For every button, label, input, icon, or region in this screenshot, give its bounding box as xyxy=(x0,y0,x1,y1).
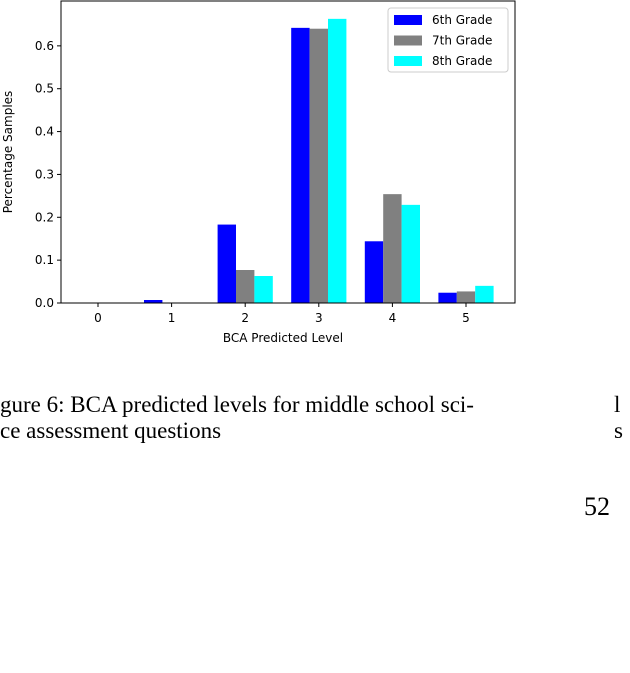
legend-label-6th-grade: 6th Grade xyxy=(432,13,492,27)
y-tick-label: 0.0 xyxy=(35,296,54,310)
y-tick-label: 0.1 xyxy=(35,253,54,267)
chart-legend: 6th Grade 7th Grade 8th Grade xyxy=(387,7,509,73)
bar-6th-grade-level-5 xyxy=(438,292,457,303)
y-axis-label: Percentage Samples xyxy=(1,91,15,214)
x-tick-label: 4 xyxy=(389,311,397,325)
bar-8th-grade-level-4 xyxy=(401,204,420,303)
bar-chart: 0.0 0.1 0.2 0.3 0.4 0.5 0.6 0 1 2 3 4 5 BCA Predict… xyxy=(1,0,516,345)
bar-6th-grade-level-1 xyxy=(144,300,163,303)
adjacent-text-line-1: l xyxy=(614,392,621,417)
legend-swatch-6th-grade xyxy=(394,15,422,25)
y-tick-label: 0.6 xyxy=(35,39,54,53)
legend-label-7th-grade: 7th Grade xyxy=(432,34,492,48)
x-tick-label: 1 xyxy=(168,311,176,325)
caption-line-2: ce assessment questions xyxy=(0,418,222,443)
bar-6th-grade-level-3 xyxy=(291,27,310,303)
y-tick-label: 0.2 xyxy=(35,210,54,224)
bar-6th-grade-level-4 xyxy=(364,241,384,303)
bar-7th-grade-level-5 xyxy=(456,291,476,303)
x-axis-label: BCA Predicted Level xyxy=(223,331,343,345)
y-axis-ticks: 0.0 0.1 0.2 0.3 0.4 0.5 0.6 xyxy=(35,39,61,310)
bar-8th-grade-level-3 xyxy=(328,18,347,303)
x-tick-label: 3 xyxy=(315,311,323,325)
x-tick-label: 5 xyxy=(462,311,470,325)
x-axis-ticks: 0 1 2 3 4 5 xyxy=(94,303,470,325)
legend-label-8th-grade: 8th Grade xyxy=(432,54,492,68)
adjacent-column-text: l s xyxy=(614,392,623,444)
chart-bars xyxy=(144,18,494,303)
legend-swatch-7th-grade xyxy=(394,35,422,46)
y-tick-label: 0.5 xyxy=(35,82,54,96)
bar-8th-grade-level-5 xyxy=(475,285,494,303)
bar-7th-grade-level-4 xyxy=(383,194,402,303)
caption-line-1: gure 6: BCA predicted levels for middle … xyxy=(0,392,474,417)
y-tick-label: 0.3 xyxy=(35,167,54,181)
bar-8th-grade-level-2 xyxy=(254,276,273,303)
figure-caption: gure 6: BCA predicted levels for middle … xyxy=(0,392,474,444)
bar-6th-grade-level-2 xyxy=(217,224,236,303)
bar-7th-grade-level-2 xyxy=(236,270,255,303)
y-tick-label: 0.4 xyxy=(35,125,54,139)
legend-swatch-8th-grade xyxy=(394,56,422,66)
adjacent-text-line-2: s xyxy=(614,418,623,443)
plot-frame xyxy=(60,0,516,304)
x-tick-label: 2 xyxy=(241,311,249,325)
bar-7th-grade-level-3 xyxy=(309,28,328,303)
x-tick-label: 0 xyxy=(94,311,102,325)
page-number: 52 xyxy=(584,492,610,521)
